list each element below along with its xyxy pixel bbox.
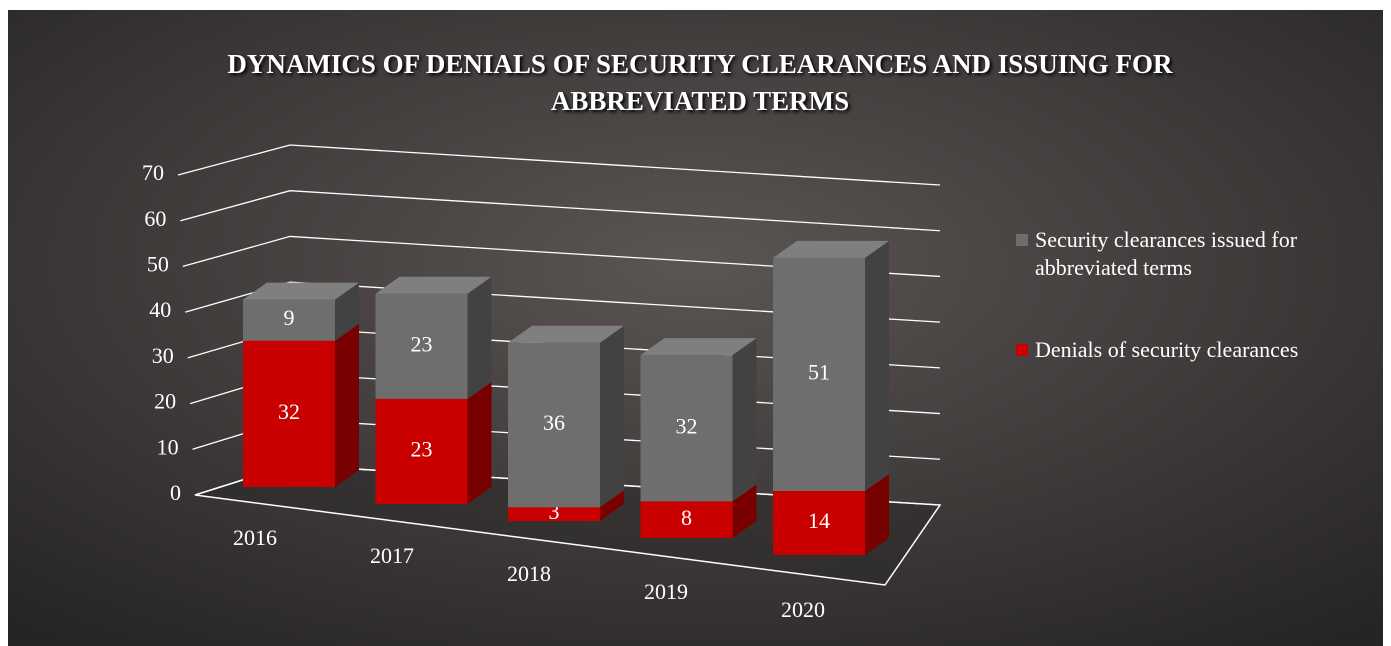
bar [375, 276, 492, 399]
bars: 2016 32 9 2017 23 23 2018 3 36 2019 8 32 2020 14 51 [233, 240, 889, 622]
x-tick-label: 2018 [507, 561, 551, 586]
y-tick-label: 70 [142, 160, 164, 185]
bar-side [335, 282, 359, 341]
data-label: 14 [808, 508, 830, 533]
data-label: 23 [411, 436, 433, 461]
data-label: 23 [411, 331, 433, 356]
bar [508, 325, 624, 508]
bar-top [243, 282, 359, 300]
bar [773, 240, 889, 491]
bar-front [243, 299, 335, 341]
bar-front [773, 257, 865, 491]
bar-front [375, 293, 468, 399]
chart-title: DYNAMICS OF DENIALS OF SECURITY CLEARANC… [227, 49, 1173, 116]
bar-front [508, 342, 600, 508]
bar-side [467, 276, 492, 399]
x-tick-label: 2019 [644, 579, 688, 604]
bar-top [773, 240, 889, 258]
legend-swatch [1016, 344, 1028, 356]
x-tick-label: 2020 [781, 597, 825, 622]
x-tick-label: 2017 [370, 543, 414, 568]
bar-side [865, 474, 889, 555]
data-label: 8 [681, 505, 692, 530]
bar-front [508, 507, 600, 521]
legend-swatch [1016, 234, 1028, 246]
grid-line [185, 281, 941, 323]
bar-front [640, 355, 733, 502]
bar [640, 338, 757, 502]
bar-side [600, 490, 624, 521]
legend-label: Security clearances issued for abbreviat… [1035, 227, 1298, 280]
data-label: 32 [278, 399, 300, 424]
data-label: 9 [284, 305, 295, 330]
y-tick-label: 20 [154, 389, 176, 414]
y-tick-label: 30 [152, 343, 174, 368]
bar-side [600, 325, 624, 508]
y-tick-label: 0 [170, 480, 181, 505]
y-tick-label: 10 [157, 434, 179, 459]
data-label: 51 [808, 359, 830, 384]
y-tick-label: 40 [149, 297, 171, 322]
grid-line [177, 144, 941, 186]
bar-side [732, 338, 757, 502]
bar-side [865, 240, 889, 491]
bar-front [375, 398, 468, 504]
y-tick-label: 50 [147, 251, 169, 276]
bar-top [508, 325, 624, 343]
bar-side [335, 323, 359, 487]
bar-front [243, 340, 335, 487]
bar [243, 323, 359, 487]
data-label: 3 [549, 499, 560, 524]
x-tick-label: 2016 [233, 525, 277, 550]
bar-side [732, 484, 757, 538]
data-label: 36 [543, 410, 565, 435]
bar-front [640, 501, 733, 538]
bar-front [773, 491, 865, 555]
bar-top [640, 338, 757, 356]
bar [243, 282, 359, 341]
bar [375, 381, 492, 504]
grid-line [180, 190, 941, 232]
bar-top [375, 276, 492, 294]
legend-label: Denials of security clearances [1035, 337, 1299, 362]
bar-side [467, 381, 492, 504]
data-label: 32 [676, 413, 698, 438]
grid-line [182, 235, 941, 278]
y-tick-label: 60 [144, 206, 166, 231]
